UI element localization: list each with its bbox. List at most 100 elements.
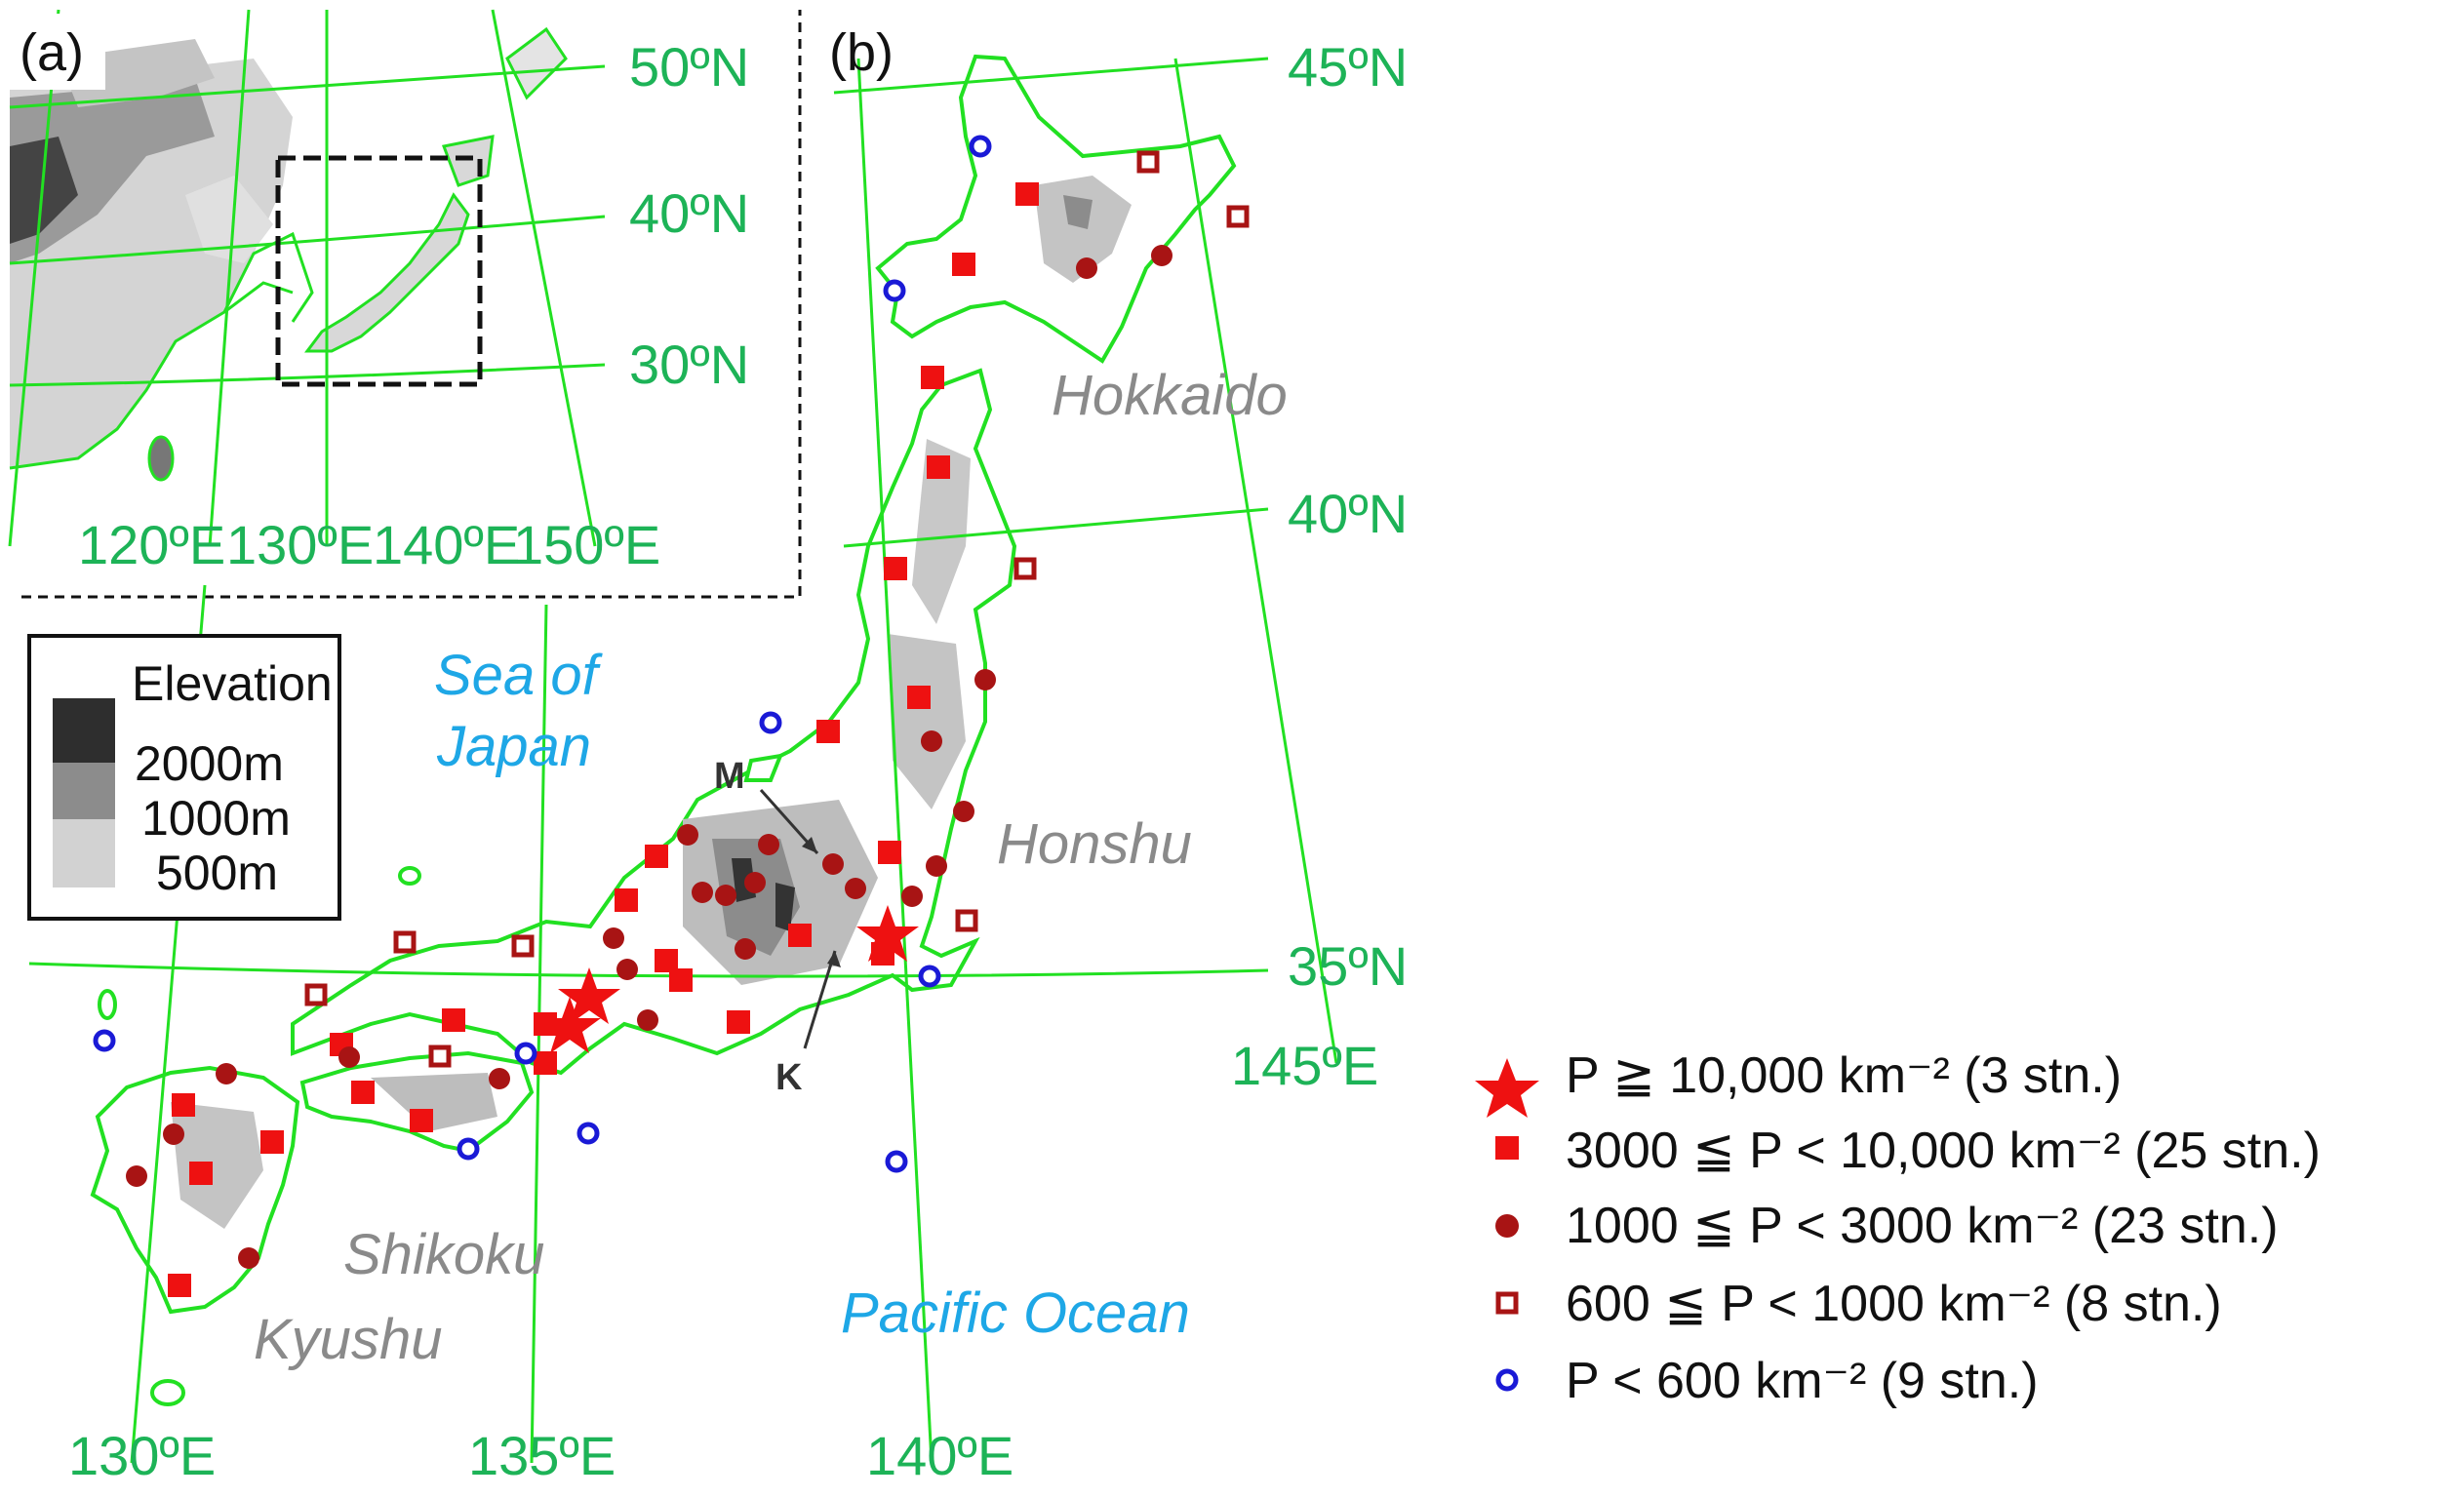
inset-lon-120: 120ºE	[78, 514, 225, 575]
svg-text:M: M	[714, 756, 745, 797]
station-open-circle	[885, 1150, 908, 1173]
station-legend: P ≧ 10,000 km⁻² (3 stn.) 3000 ≦ P < 10,0…	[1475, 1047, 2321, 1409]
station-circle	[1076, 257, 1097, 279]
sea-of-japan-label-1: Sea of	[434, 644, 604, 707]
station-square	[534, 1051, 557, 1075]
station-circle	[338, 1046, 360, 1068]
station-circle	[1151, 245, 1172, 266]
extent-box	[275, 155, 483, 387]
station-square	[1015, 182, 1039, 206]
main-map: (b) 45ºN 40ºN 35ºN 130ºE 135ºE 140ºE 145…	[28, 23, 1408, 1486]
lat-45-label: 45ºN	[1288, 36, 1408, 98]
legend-circle-open-text: P < 600 km⁻² (9 stn.)	[1566, 1353, 2039, 1409]
station-open-square	[428, 1045, 452, 1068]
station-circle	[735, 938, 756, 960]
main-graticule	[28, 57, 1338, 1464]
station-square	[788, 924, 812, 947]
inset-divider	[21, 10, 802, 599]
station-circle	[953, 801, 974, 822]
station-square	[921, 366, 944, 389]
station-circle	[238, 1247, 259, 1269]
svg-text:K: K	[775, 1057, 803, 1098]
station-square	[884, 557, 907, 580]
marker-k: K	[775, 950, 841, 1098]
station-square	[351, 1081, 375, 1104]
shikoku-label: Shikoku	[343, 1223, 544, 1286]
panel-a-label: (a)	[20, 23, 84, 82]
station-circle	[901, 886, 923, 907]
station-open-square	[1013, 557, 1037, 580]
station-circle	[126, 1165, 147, 1187]
elevation-legend: Elevation 2000m 1000m 500m	[27, 634, 341, 921]
pacific-ocean-label: Pacific Ocean	[841, 1281, 1190, 1345]
inset-lat-30: 30ºN	[629, 334, 749, 395]
station-square	[189, 1162, 213, 1185]
station-square	[172, 1093, 195, 1117]
legend-circle-open-icon	[1495, 1368, 1519, 1392]
lat-35-label: 35ºN	[1288, 935, 1408, 997]
station-circle	[845, 878, 866, 899]
station-circle	[926, 855, 947, 877]
station-open-square	[511, 934, 535, 958]
station-open-circle	[918, 965, 941, 988]
inset-lat-40: 40ºN	[629, 182, 749, 244]
kyushu-label: Kyushu	[254, 1308, 442, 1371]
station-square	[871, 942, 894, 966]
legend-circle-filled-text: 1000 ≦ P < 3000 km⁻² (23 stn.)	[1566, 1198, 2279, 1254]
legend-star-icon	[1475, 1058, 1539, 1118]
station-circle	[616, 959, 638, 980]
elevation-swatch-1000	[53, 763, 115, 819]
station-open-circle	[93, 1029, 116, 1052]
station-circle	[677, 824, 698, 846]
station-circle	[489, 1068, 510, 1089]
station-open-square	[1226, 205, 1250, 228]
station-square	[816, 720, 840, 743]
elevation-swatch-2000	[53, 698, 115, 763]
station-circle	[692, 882, 713, 903]
station-open-square	[304, 983, 328, 1006]
station-square	[927, 455, 950, 479]
marker-m: M	[714, 756, 819, 854]
station-square	[645, 845, 668, 868]
honshu-label: Honshu	[997, 812, 1192, 876]
station-circle	[637, 1009, 658, 1031]
station-circle	[715, 885, 736, 906]
station-square	[615, 888, 638, 912]
legend-circle-filled-icon	[1495, 1214, 1519, 1238]
inset-lon-150: 150ºE	[513, 514, 660, 575]
station-square	[410, 1109, 433, 1132]
lon-135-label: 135ºE	[468, 1425, 616, 1486]
station-open-square	[955, 909, 978, 932]
inset-map: (a) 50ºN 40ºN 30ºN 120ºE 130ºE 140ºE 150…	[8, 9, 802, 599]
station-circle	[974, 669, 996, 690]
elevation-level-1000: 1000m	[141, 791, 291, 846]
station-square	[260, 1130, 284, 1154]
station-circle	[758, 834, 779, 855]
station-square	[878, 841, 901, 864]
station-square	[534, 1012, 557, 1036]
station-square	[907, 686, 931, 709]
lon-140-label: 140ºE	[866, 1425, 1013, 1486]
inset-lon-140: 140ºE	[373, 514, 520, 575]
station-open-circle	[759, 711, 782, 734]
station-circle	[216, 1063, 237, 1084]
sea-of-japan-label-2: Japan	[436, 715, 591, 778]
hokkaido-label: Hokkaido	[1052, 364, 1288, 427]
station-open-circle	[457, 1137, 480, 1161]
legend-square-filled-text: 3000 ≦ P < 10,000 km⁻² (25 stn.)	[1566, 1123, 2321, 1179]
station-circle	[921, 730, 942, 752]
elevation-relief	[171, 176, 1132, 1229]
station-square	[669, 968, 693, 992]
inset-lon-130: 130ºE	[226, 514, 374, 575]
station-square	[168, 1274, 191, 1297]
station-square	[952, 253, 975, 276]
station-square	[442, 1008, 465, 1032]
elevation-level-500: 500m	[156, 846, 278, 900]
legend-square-open-icon	[1495, 1291, 1519, 1315]
elevation-level-2000: 2000m	[135, 736, 284, 791]
station-square	[727, 1010, 750, 1034]
legend-square-filled-icon	[1495, 1136, 1519, 1160]
lon-130-label: 130ºE	[68, 1425, 216, 1486]
stations	[93, 135, 1250, 1297]
station-star	[856, 905, 919, 962]
